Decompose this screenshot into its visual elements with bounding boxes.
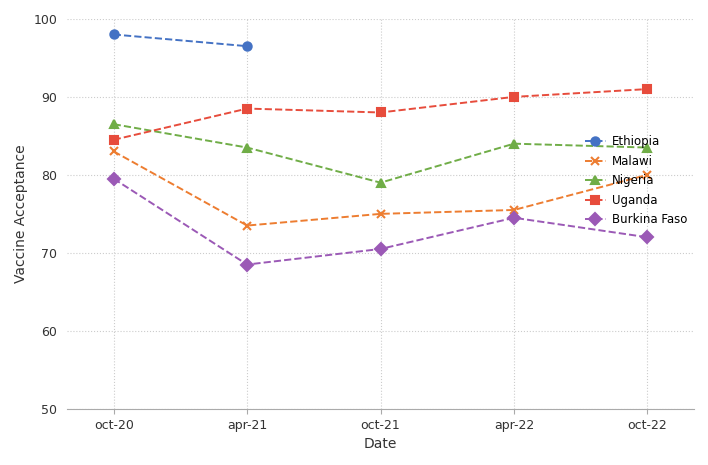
- Nigeria: [643, 145, 651, 150]
- Line: Uganda: Uganda: [110, 85, 651, 144]
- Y-axis label: Vaccine Acceptance: Vaccine Acceptance: [14, 145, 28, 283]
- Malawi: [110, 149, 118, 154]
- Burkina Faso: [110, 176, 118, 181]
- Burkina Faso: [377, 246, 385, 252]
- Line: Ethiopia: Ethiopia: [110, 30, 251, 50]
- Line: Malawi: Malawi: [110, 147, 651, 230]
- Uganda: [243, 106, 251, 111]
- Malawi: [643, 172, 651, 178]
- Uganda: [643, 86, 651, 92]
- Line: Nigeria: Nigeria: [110, 120, 651, 187]
- Uganda: [377, 110, 385, 115]
- Nigeria: [377, 180, 385, 186]
- Legend: Ethiopia, Malawi, Nigeria, Uganda, Burkina Faso: Ethiopia, Malawi, Nigeria, Uganda, Burki…: [580, 131, 692, 231]
- X-axis label: Date: Date: [364, 437, 397, 451]
- Ethiopia: [110, 32, 118, 37]
- Burkina Faso: [243, 262, 251, 267]
- Ethiopia: [243, 43, 251, 49]
- Line: Burkina Faso: Burkina Faso: [110, 174, 651, 269]
- Uganda: [510, 94, 518, 100]
- Malawi: [377, 211, 385, 217]
- Nigeria: [110, 121, 118, 127]
- Burkina Faso: [643, 234, 651, 240]
- Burkina Faso: [510, 215, 518, 220]
- Malawi: [243, 223, 251, 228]
- Uganda: [110, 137, 118, 143]
- Nigeria: [243, 145, 251, 150]
- Malawi: [510, 207, 518, 213]
- Nigeria: [510, 141, 518, 146]
